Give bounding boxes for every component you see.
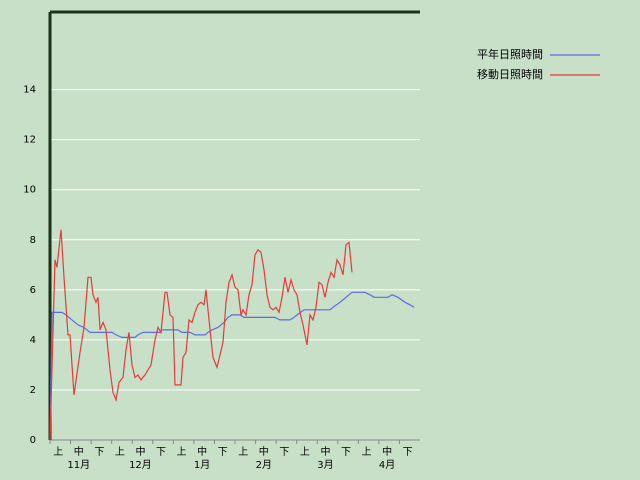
month-label: 3月 (317, 459, 333, 471)
x-tick-label: 上 (300, 446, 310, 458)
month-label: 2月 (256, 459, 272, 471)
x-tick-label: 下 (156, 447, 166, 458)
x-tick-label: 中 (74, 445, 84, 458)
x-tick-label: 下 (94, 447, 104, 458)
series-line (49, 291, 415, 441)
x-tick-label: 下 (218, 447, 228, 458)
x-tick-label: 上 (362, 446, 372, 458)
x-tick-label: 中 (259, 445, 269, 458)
x-tick-label: 中 (382, 445, 392, 458)
x-tick-label: 上 (115, 446, 125, 458)
y-tick-label: 2 (30, 385, 36, 396)
series-line (49, 229, 353, 441)
month-label: 12月 (129, 459, 152, 471)
x-tick-label: 下 (341, 447, 351, 458)
y-tick-label: 4 (30, 335, 36, 346)
month-label: 4月 (379, 459, 395, 471)
x-tick-label: 下 (279, 447, 289, 458)
y-tick-label: 0 (30, 435, 36, 446)
y-tick-label: 8 (30, 235, 36, 246)
month-label: 11月 (67, 459, 90, 471)
y-tick-label: 14 (23, 85, 36, 96)
legend-label: 平年日照時間 (477, 47, 543, 61)
month-label: 1月 (194, 459, 210, 471)
y-tick-label: 6 (30, 285, 36, 296)
x-tick-label: 下 (403, 447, 413, 458)
x-tick-label: 中 (135, 445, 145, 458)
x-tick-label: 上 (53, 446, 63, 458)
y-tick-label: 12 (23, 135, 36, 146)
y-tick-label: 10 (23, 185, 36, 196)
x-tick-label: 中 (197, 445, 207, 458)
legend-label: 移動日照時間 (477, 67, 543, 81)
x-tick-label: 上 (238, 446, 248, 458)
x-tick-label: 中 (320, 445, 330, 458)
x-tick-label: 上 (177, 446, 187, 458)
